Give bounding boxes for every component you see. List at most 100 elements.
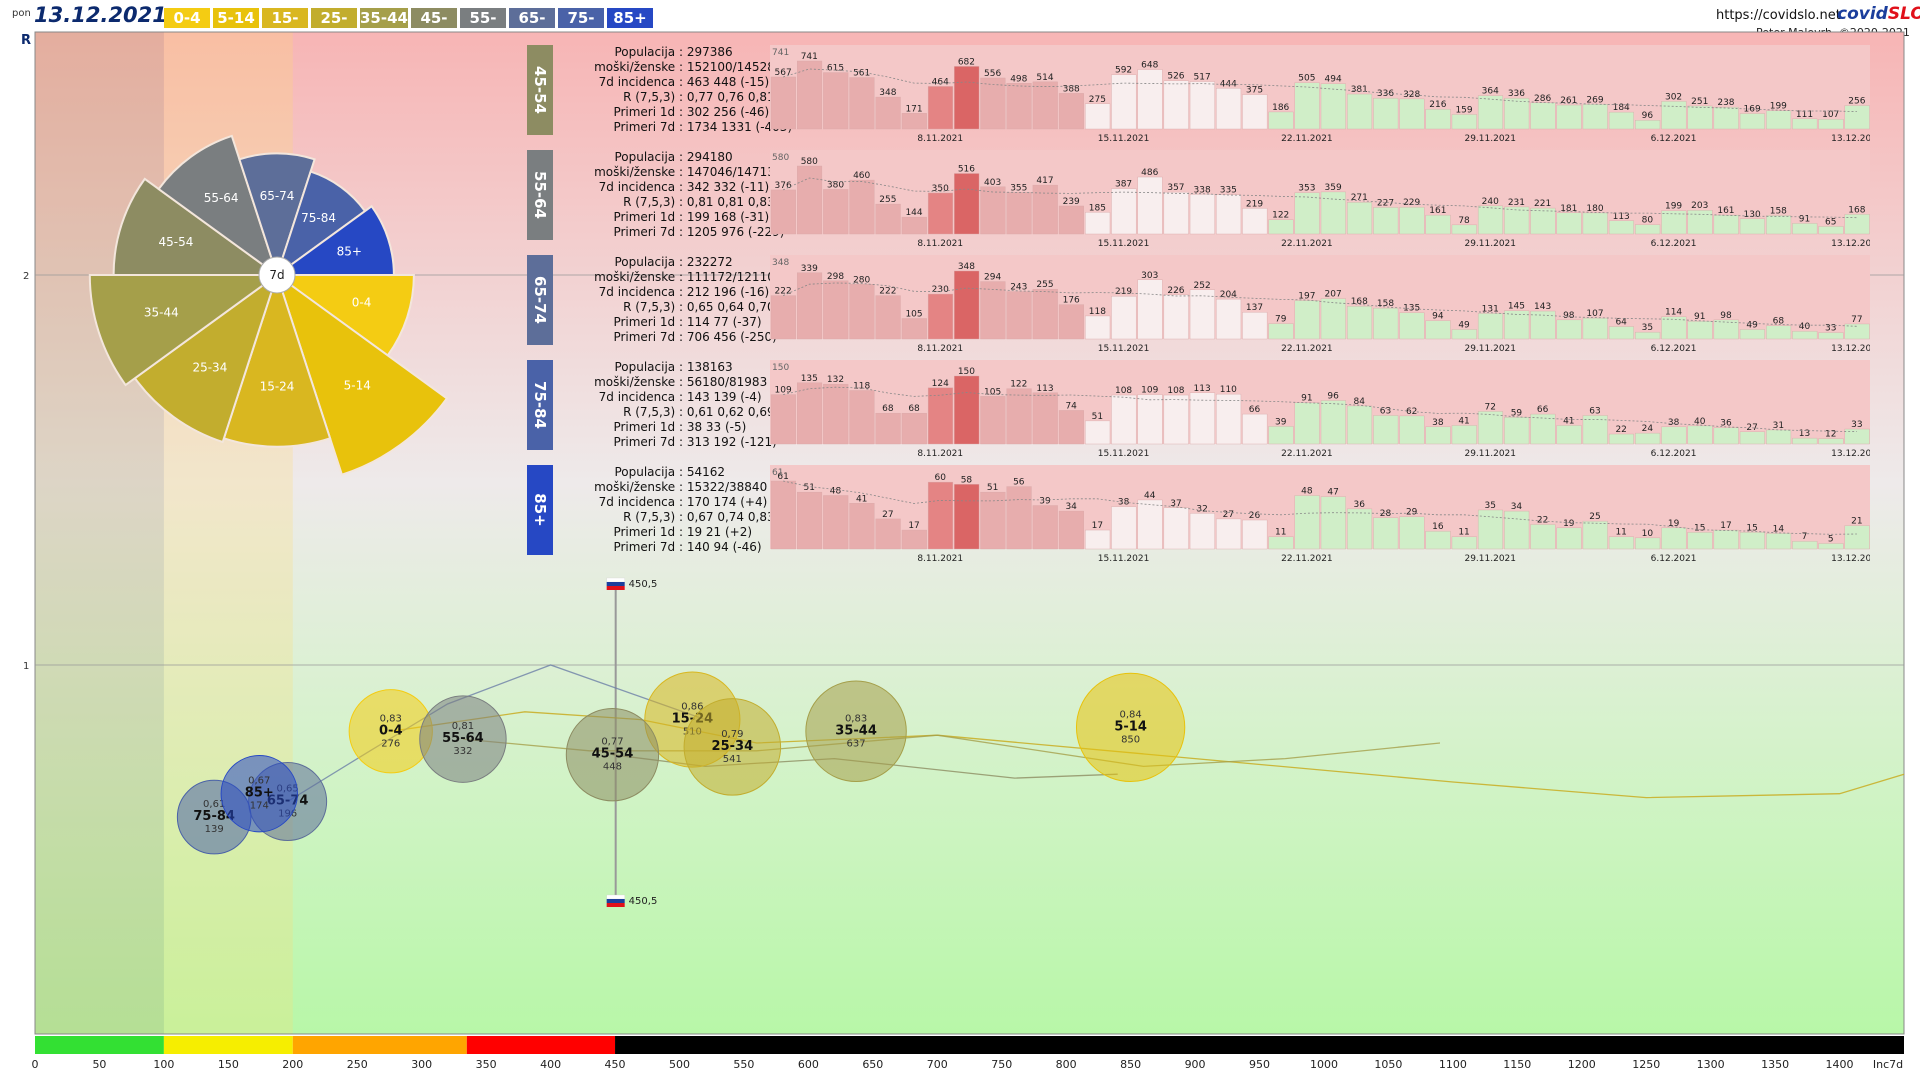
panel-background [770, 150, 1870, 234]
daily-bar [1085, 529, 1111, 550]
daily-bar [875, 203, 901, 235]
date-label: 6.12.2021 [1651, 449, 1697, 459]
bar-value-label: 59 [1511, 408, 1523, 418]
daily-bar [1766, 215, 1792, 235]
stat-label: Primeri 1d : [613, 525, 683, 539]
bar-value-label: 144 [905, 208, 922, 218]
bar-value-label: 19 [1563, 519, 1575, 529]
daily-bar [823, 280, 849, 340]
daily-bar [1268, 219, 1294, 235]
daily-bar [1058, 205, 1084, 235]
bar-value-label: 51 [1092, 412, 1103, 422]
date-label: 29.11.2021 [1464, 554, 1516, 564]
age-legend-item[interactable]: 85+ [607, 8, 653, 28]
stat-label: 7d incidenca : [598, 285, 683, 299]
bar-value-label: 255 [1036, 280, 1053, 290]
x-tick-label: 1350 [1761, 1058, 1789, 1071]
bar-value-label: 98 [1720, 311, 1732, 321]
daily-bar [1766, 533, 1792, 550]
bar-value-label: 339 [801, 264, 818, 274]
bar-value-label: 150 [958, 367, 975, 377]
stat-label: Primeri 7d : [613, 540, 683, 554]
bubble-group-label: 25-34 [712, 739, 754, 754]
panel-group-label: 75-84 [531, 381, 549, 429]
rose-center [258, 256, 296, 294]
panel-stat-values: 297386 152100/145286 463 448 (-15) 0,77 … [683, 45, 803, 135]
bar-value-label: 40 [1694, 417, 1706, 427]
bubble-inc-value: 332 [453, 746, 472, 757]
date-label: 13.12.2021 [1831, 449, 1870, 459]
bar-value-label: 275 [1089, 95, 1106, 105]
stat-value: 463 448 (-15) [683, 75, 770, 89]
bar-value-label: 39 [1275, 417, 1287, 427]
panel-background [770, 255, 1870, 339]
x-tick-label: 400 [540, 1058, 561, 1071]
bar-value-label: 15 [1694, 523, 1705, 533]
brand-logo: covidSLO [1837, 4, 1920, 24]
daily-bar [980, 186, 1006, 235]
daily-bar [1137, 394, 1163, 445]
age-legend-item[interactable]: 0-4 [164, 8, 210, 28]
daily-bar [1320, 496, 1346, 550]
bubble-group-label: 55-64 [442, 731, 484, 746]
daily-bar [1189, 81, 1215, 130]
daily-bar [1346, 305, 1373, 340]
moving-average-line [783, 386, 1857, 432]
bar-value-label: 135 [801, 374, 818, 384]
bar-value-label: 27 [1223, 510, 1234, 520]
bar-value-label: 494 [1325, 75, 1342, 85]
incidence-zone-bar [292, 1036, 467, 1054]
stat-label: Populacija : [614, 360, 683, 374]
age-legend-item[interactable]: 5-14 [213, 8, 259, 28]
daily-bar [1425, 426, 1451, 445]
panel-group-label: 55-64 [531, 171, 549, 219]
date-label: 22.11.2021 [1281, 344, 1333, 354]
panel-stat-labels: Populacija : moški/ženske :7d incidenca :… [557, 45, 683, 135]
daily-bar [1713, 529, 1739, 550]
daily-bar [980, 396, 1006, 445]
daily-bar [1635, 537, 1661, 550]
daily-bar [1137, 279, 1163, 340]
bar-value-label: 27 [1746, 423, 1757, 433]
daily-bar [770, 189, 796, 235]
stat-label: R (7,5,3) : [623, 510, 683, 524]
bar-value-label: 387 [1115, 180, 1132, 190]
daily-bar [1739, 218, 1765, 235]
site-url[interactable]: https://covidslo.net [1716, 8, 1841, 23]
bar-value-label: 592 [1115, 66, 1132, 76]
bar-value-label: 615 [827, 64, 844, 74]
stat-label: Primeri 1d : [613, 420, 683, 434]
daily-bar [1163, 507, 1189, 550]
bar-value-label: 113 [1613, 212, 1630, 222]
daily-bar [1111, 394, 1137, 445]
bar-value-label: 204 [1220, 290, 1237, 300]
bubble-point [220, 755, 298, 833]
daily-bar [1268, 323, 1294, 340]
daily-bar [1320, 83, 1346, 130]
daily-bar [1294, 82, 1320, 130]
stat-label: Primeri 7d : [613, 120, 683, 134]
bar-value-label: 226 [1167, 286, 1184, 296]
daily-bar [1294, 300, 1320, 340]
age-legend-item[interactable]: 35-44 [360, 8, 408, 28]
bar-value-label: 64 [1615, 317, 1627, 327]
bar-value-label: 230 [932, 285, 949, 295]
rose-slice-label: 75-84 [301, 211, 336, 225]
bubble-inc-value: 276 [381, 738, 400, 749]
daily-bar [1661, 101, 1687, 130]
daily-bar [927, 192, 954, 235]
bar-value-label: 741 [801, 52, 818, 62]
bubble-r-value: 0,84 [1119, 709, 1141, 720]
bubble-r-value: 0,86 [681, 702, 703, 713]
bar-value-label: 40 [1799, 322, 1811, 332]
daily-bar [1163, 394, 1189, 445]
daily-bar [1504, 310, 1530, 340]
stat-label: Primeri 1d : [613, 105, 683, 119]
bubble-inc-value: 174 [250, 801, 269, 812]
stat-value: 111172/121100 [683, 270, 783, 284]
bar-value-label: 197 [1298, 292, 1315, 302]
daily-bar [1530, 524, 1556, 550]
bar-value-label: 231 [1508, 198, 1525, 208]
daily-bar [849, 284, 875, 340]
